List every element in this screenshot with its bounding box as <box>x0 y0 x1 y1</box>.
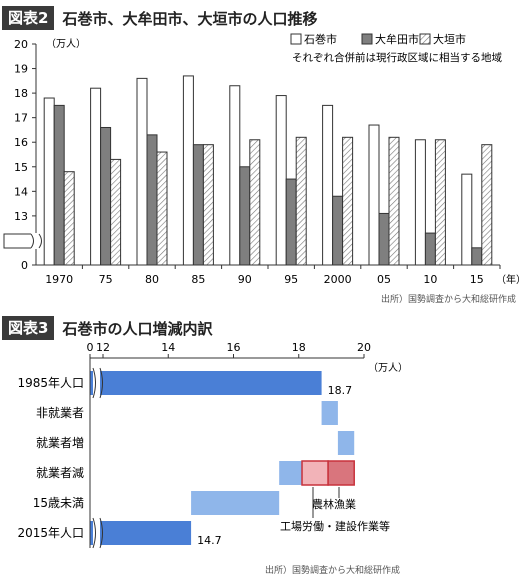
figure2-x-tick-label: 85 <box>191 273 205 286</box>
figure2-bar-ishinomaki <box>275 95 287 266</box>
figure2-bar-ogaki <box>388 136 400 266</box>
annotation-factory: 工場労働・建設作業等 <box>280 519 390 533</box>
figure2-bar-ogaki <box>434 139 446 266</box>
figure2-bar-ishinomaki <box>322 104 334 266</box>
figure2-axis-break <box>3 233 42 249</box>
figure2-y-tick-label: 19 <box>14 63 28 76</box>
figure2-y-tick-label: 20 <box>14 38 28 51</box>
figure2-bar-ishinomaki <box>368 124 380 266</box>
figure3-category-label: 1985年人口 <box>17 376 84 390</box>
figure3-bar <box>90 371 322 395</box>
figure3-bar-segment <box>279 461 303 485</box>
figure3-axis-break <box>92 517 103 549</box>
figure3-category-label: 就業者増 <box>36 436 84 450</box>
figure3-x-tick-label: 0 <box>87 341 94 354</box>
figure3-bar-label: 18.7 <box>328 384 353 397</box>
legend-label-ishinomaki: 石巻市 <box>304 32 337 46</box>
figure2-x-tick-label: 1970 <box>45 273 73 286</box>
figure2-y-tick-label: 17 <box>14 112 28 125</box>
figure3-title: 石巻市の人口増減内訳 <box>62 319 213 338</box>
figure2-bar-ishinomaki <box>136 77 148 266</box>
figure3-x-tick-label: 12 <box>96 341 110 354</box>
figure2-bar-omuta <box>424 232 436 266</box>
figure2-bar-ogaki <box>63 171 75 266</box>
figure2-bar-ogaki <box>342 136 354 266</box>
figure3-bar <box>90 521 192 545</box>
figure3-source: 出所）国勢調査から大和総研作成 <box>265 564 400 576</box>
figure2-x-tick-label: 80 <box>145 273 159 286</box>
figure3-bar <box>191 491 280 515</box>
figure3-axis-break-gap <box>93 368 100 398</box>
figure3-bar <box>337 431 355 455</box>
figure2-bar-omuta <box>100 126 112 266</box>
figure3-bar-segment <box>327 460 355 486</box>
figure2-y-tick-label: 18 <box>14 87 28 100</box>
figure2-bar-ogaki <box>156 151 168 266</box>
figure2-bar-ogaki <box>481 144 493 266</box>
figure2-bar-ishinomaki <box>414 139 426 266</box>
figure2-bar-omuta <box>471 247 483 266</box>
figure3-category-label: 非就業者 <box>36 406 84 420</box>
figure3-x-tick-label: 16 <box>227 341 241 354</box>
figure3-header: 図表3 石巻市の人口増減内訳 <box>2 316 212 340</box>
figure2-bar-omuta <box>285 178 297 266</box>
legend-label-ogaki: 大垣市 <box>433 32 466 46</box>
figure3-x-tick-label: 18 <box>292 341 306 354</box>
figure3-category-label: 就業者減 <box>36 465 84 480</box>
figure3-bar-segment <box>301 460 329 486</box>
figure3-category-label: 2015年人口 <box>17 526 84 540</box>
figure2-bar-ogaki <box>249 139 261 266</box>
figure2-y-unit: （万人） <box>46 38 86 50</box>
figure2-badge: 図表2 <box>2 6 55 30</box>
figure2-x-tick-label: 90 <box>238 273 252 286</box>
figure2-note: それぞれ合併前は現行政区域に相当する地域 <box>292 51 502 64</box>
figure2-bar-ogaki <box>110 158 122 266</box>
figure2-bar-ishinomaki <box>90 87 102 266</box>
figure2-y-tick-label: 15 <box>14 161 28 174</box>
figure2-bar-ogaki <box>202 144 214 266</box>
figure2-bar-omuta <box>146 134 158 266</box>
figure2-source: 出所）国勢調査から大和総研作成 <box>381 293 516 305</box>
annotation-agri: 農林漁業 <box>312 497 356 511</box>
figure2-bar-ogaki <box>295 136 307 266</box>
figure2-y-tick-label: 16 <box>14 136 28 149</box>
figure2-bar-ishinomaki <box>43 97 55 266</box>
figure2-bar-ishinomaki <box>461 173 473 266</box>
figure3-badge: 図表3 <box>2 316 55 340</box>
figure2-bar-omuta <box>192 144 204 266</box>
figure2-x-tick-label: 05 <box>377 273 391 286</box>
figure2-bar-omuta <box>332 195 344 266</box>
figure2-chart: 2019181716151413120 19707580859095200005… <box>3 32 520 305</box>
figure2-title: 石巻市、大牟田市、大垣市の人口推移 <box>62 9 318 28</box>
legend-label-omuta: 大牟田市 <box>375 32 419 46</box>
figure2-header: 図表2 石巻市、大牟田市、大垣市の人口推移 <box>2 6 317 30</box>
legend-swatch-ogaki <box>419 33 431 45</box>
figure3-bar-label: 14.7 <box>197 534 222 547</box>
figure3-x-tick-label: 20 <box>357 341 371 354</box>
figure3-x-unit: （万人） <box>368 362 408 374</box>
figure2-bar-ishinomaki <box>229 85 241 266</box>
figure3-axis-break-gap <box>93 518 100 548</box>
figure2-y-tick-label: 0 <box>21 259 28 272</box>
figure2-bar-omuta <box>239 166 251 266</box>
figure3-category-label: 15歳未満 <box>33 496 84 510</box>
figure2-bar-omuta <box>378 212 390 266</box>
figure2-y-tick-label: 14 <box>14 185 28 198</box>
figure2-x-unit: （年） <box>496 273 520 286</box>
legend-swatch-omuta <box>361 33 373 45</box>
figure2-bar-ishinomaki <box>182 75 194 266</box>
figure2-bar-omuta <box>53 104 65 266</box>
figure2-x-tick-label: 10 <box>423 273 437 286</box>
figure3-axis-break <box>92 367 103 399</box>
figure2-x-tick-label: 75 <box>99 273 113 286</box>
figure2-x-tick-label: 15 <box>470 273 484 286</box>
figure2-legend: 石巻市 大牟田市 大垣市 <box>290 32 466 46</box>
figure2-x-tick-label: 95 <box>284 273 298 286</box>
figure3-bar <box>321 401 338 425</box>
legend-swatch-ishinomaki <box>290 33 302 45</box>
figure3-x-tick-label: 14 <box>161 341 175 354</box>
figure2-x-tick-label: 2000 <box>324 273 352 286</box>
figure2-y-tick-label: 13 <box>14 210 28 223</box>
